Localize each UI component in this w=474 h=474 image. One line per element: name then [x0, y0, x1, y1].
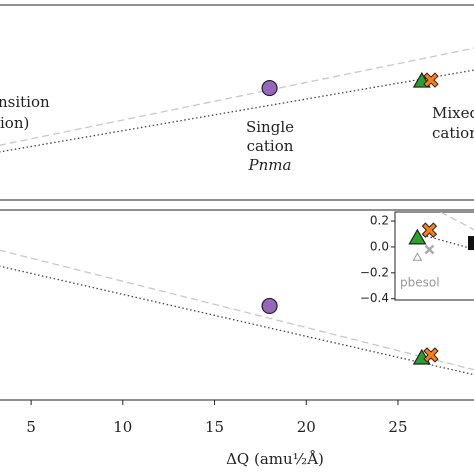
- trend-line: [0, 47, 474, 146]
- annotation: Mixed: [432, 104, 474, 122]
- x-tick-label: 25: [388, 418, 407, 436]
- point: [468, 236, 474, 251]
- x-tick-label: 20: [297, 418, 316, 436]
- point: [408, 228, 427, 245]
- y-tick-label: 0.0: [370, 239, 389, 253]
- annotation: Single: [246, 118, 294, 136]
- annotation: cations: [432, 124, 474, 142]
- point: [261, 79, 278, 97]
- point: [423, 72, 439, 88]
- plot-area: [0, 249, 474, 376]
- y-tick-label: −0.4: [360, 291, 389, 305]
- annotation: nsition: [0, 93, 50, 111]
- point: [261, 297, 278, 315]
- y-tick-label: −0.2: [360, 265, 389, 279]
- plot-area: [408, 212, 474, 261]
- panel: 0.2 0.0 −0.2 −0.4 pbesol: [360, 211, 474, 305]
- x-tick-label: 5: [26, 418, 36, 436]
- trend-line: [0, 265, 474, 376]
- plot-area: [0, 47, 474, 153]
- annotation: pbesol: [400, 276, 440, 290]
- trend-line: [440, 212, 474, 231]
- annotation: ion): [0, 114, 29, 132]
- point: [424, 244, 435, 255]
- x-tick-label: 15: [205, 418, 224, 436]
- x-axis-label: ΔQ (amu½Å): [226, 450, 324, 468]
- annotation: Pnma: [248, 156, 292, 174]
- point: [421, 222, 438, 238]
- trend-line: [0, 249, 474, 371]
- point: [412, 252, 423, 261]
- y-tick-label: 0.2: [370, 214, 389, 228]
- annotation: cation: [247, 137, 294, 155]
- trend-line: [0, 69, 474, 153]
- frame: [0, 4, 474, 201]
- trend-line: [418, 233, 474, 250]
- point: [423, 347, 439, 363]
- panel: 5 10 15 20 25 ΔQ (amu½Å): [0, 209, 474, 468]
- x-tick-label: 10: [113, 418, 132, 436]
